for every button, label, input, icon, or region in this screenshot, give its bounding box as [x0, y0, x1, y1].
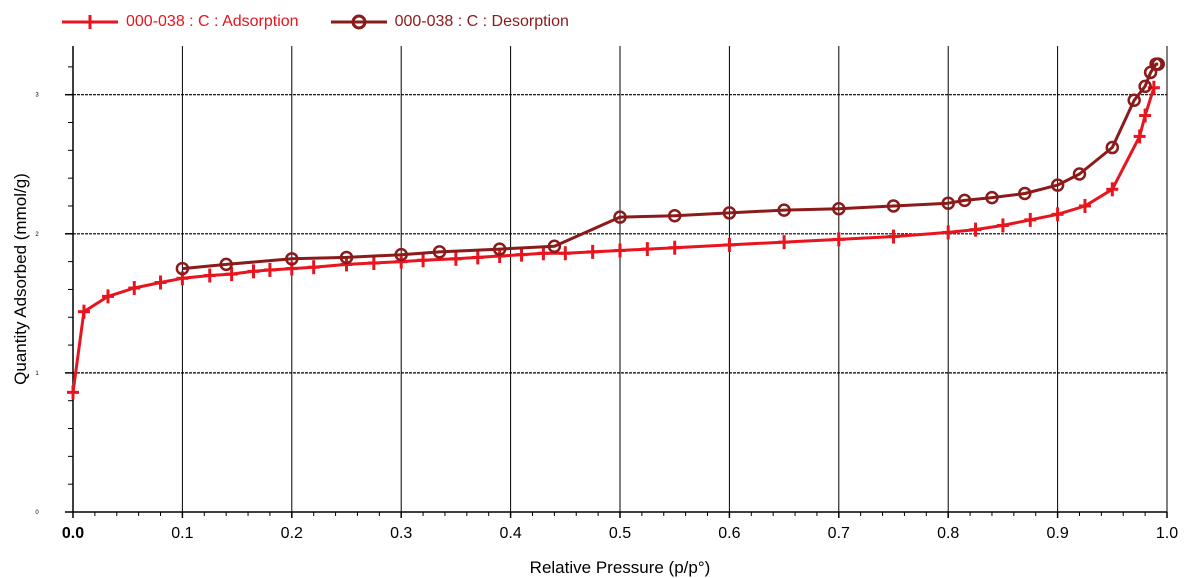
adsorption-point — [263, 262, 276, 277]
desorption-point — [941, 196, 955, 210]
desorption-point — [613, 210, 627, 224]
legend-swatch-adsorption — [62, 15, 118, 29]
desorption-point — [175, 261, 190, 276]
adsorption-point — [471, 250, 484, 265]
adsorption-point — [887, 229, 900, 244]
adsorption-point — [832, 232, 845, 247]
adsorption-point — [515, 247, 528, 262]
adsorption-point — [449, 251, 462, 266]
adsorption-point — [723, 237, 736, 252]
adsorption-point — [996, 218, 1009, 233]
desorption-point — [394, 247, 408, 262]
x-tick-label: 0.2 — [281, 525, 303, 542]
adsorption-point — [586, 244, 599, 259]
x-tick-label: 0.0 — [62, 525, 84, 542]
legend-label-adsorption: 000-038 : C : Adsorption — [126, 13, 299, 30]
desorption-point — [1127, 93, 1141, 108]
desorption-point — [339, 250, 354, 265]
adsorption-point — [493, 249, 506, 264]
adsorption-point — [203, 268, 216, 283]
desorption-point — [1018, 186, 1032, 201]
adsorption-point — [67, 385, 79, 400]
desorption-point — [219, 257, 233, 272]
adsorption-point — [154, 275, 167, 290]
x-tick-label: 0.6 — [718, 525, 740, 542]
y-tick-label: 3 — [35, 93, 39, 99]
x-tick-label: 0.1 — [171, 525, 193, 542]
legend-label-desorption: 000-038 : C : Desorption — [394, 13, 569, 30]
legend: 000-038 : C : Adsorption 000-038 : C : D… — [62, 8, 601, 36]
desorption-point — [285, 252, 299, 266]
desorption-point — [1138, 79, 1152, 94]
y-tick-label: 2 — [35, 232, 39, 238]
adsorption-point — [614, 243, 626, 258]
desorption-point — [1050, 178, 1065, 192]
desorption-point — [1143, 65, 1158, 80]
desorption-point — [1105, 140, 1120, 155]
adsorption-point — [247, 264, 260, 279]
adsorption-point — [1106, 182, 1119, 197]
desorption-point — [667, 208, 682, 223]
series-line-adsorption — [71, 87, 1156, 393]
desorption-point — [492, 242, 507, 256]
desorption-point — [1072, 167, 1087, 181]
adsorption-point — [559, 246, 572, 261]
x-tick-label: 0.5 — [609, 525, 631, 542]
legend-swatch-desorption — [330, 14, 387, 30]
desorption-point — [957, 193, 972, 208]
desorption-point — [777, 203, 791, 217]
legend-item-desorption: 000-038 : C : Desorption — [330, 12, 569, 32]
adsorption-point — [1133, 129, 1146, 144]
adsorption-point — [367, 256, 380, 271]
adsorption-point — [1078, 198, 1091, 213]
adsorption-point — [537, 246, 550, 261]
desorption-point — [985, 190, 999, 205]
adsorption-point — [942, 225, 955, 240]
desorption-point — [886, 199, 901, 213]
x-tick-label: 0.8 — [937, 525, 959, 542]
desorption-point — [432, 245, 447, 259]
adsorption-point — [307, 260, 320, 275]
x-tick-label: 0.7 — [828, 525, 850, 542]
adsorption-point — [668, 240, 681, 255]
adsorption-point — [1024, 212, 1037, 227]
adsorption-point — [641, 242, 654, 257]
adsorption-point — [340, 257, 353, 272]
adsorption-point — [778, 235, 791, 250]
adsorption-point — [128, 281, 141, 296]
desorption-point — [722, 206, 737, 220]
y-tick-label: 0 — [35, 510, 39, 516]
adsorption-point — [395, 254, 408, 269]
legend-item-adsorption: 000-038 : C : Adsorption — [62, 12, 299, 32]
adsorption-point — [1139, 108, 1152, 123]
x-tick-label: 0.4 — [499, 525, 521, 542]
x-tick-label: 0.9 — [1046, 525, 1068, 542]
x-axis-title: Relative Pressure (p/p°) — [530, 558, 711, 577]
desorption-point — [832, 202, 846, 216]
desorption-point — [547, 239, 562, 254]
adsorption-point — [77, 304, 90, 319]
x-tick-label: 1.0 — [1156, 525, 1178, 542]
adsorption-point — [417, 253, 430, 268]
adsorption-point — [969, 222, 982, 237]
adsorption-point — [102, 289, 115, 304]
adsorption-point — [225, 267, 238, 282]
y-tick-label: 1 — [35, 371, 39, 377]
x-tick-label: 0.3 — [390, 525, 412, 542]
adsorption-point — [1051, 207, 1064, 222]
y-axis-title: Quantity Adsorbed (mmol/g) — [11, 173, 30, 385]
